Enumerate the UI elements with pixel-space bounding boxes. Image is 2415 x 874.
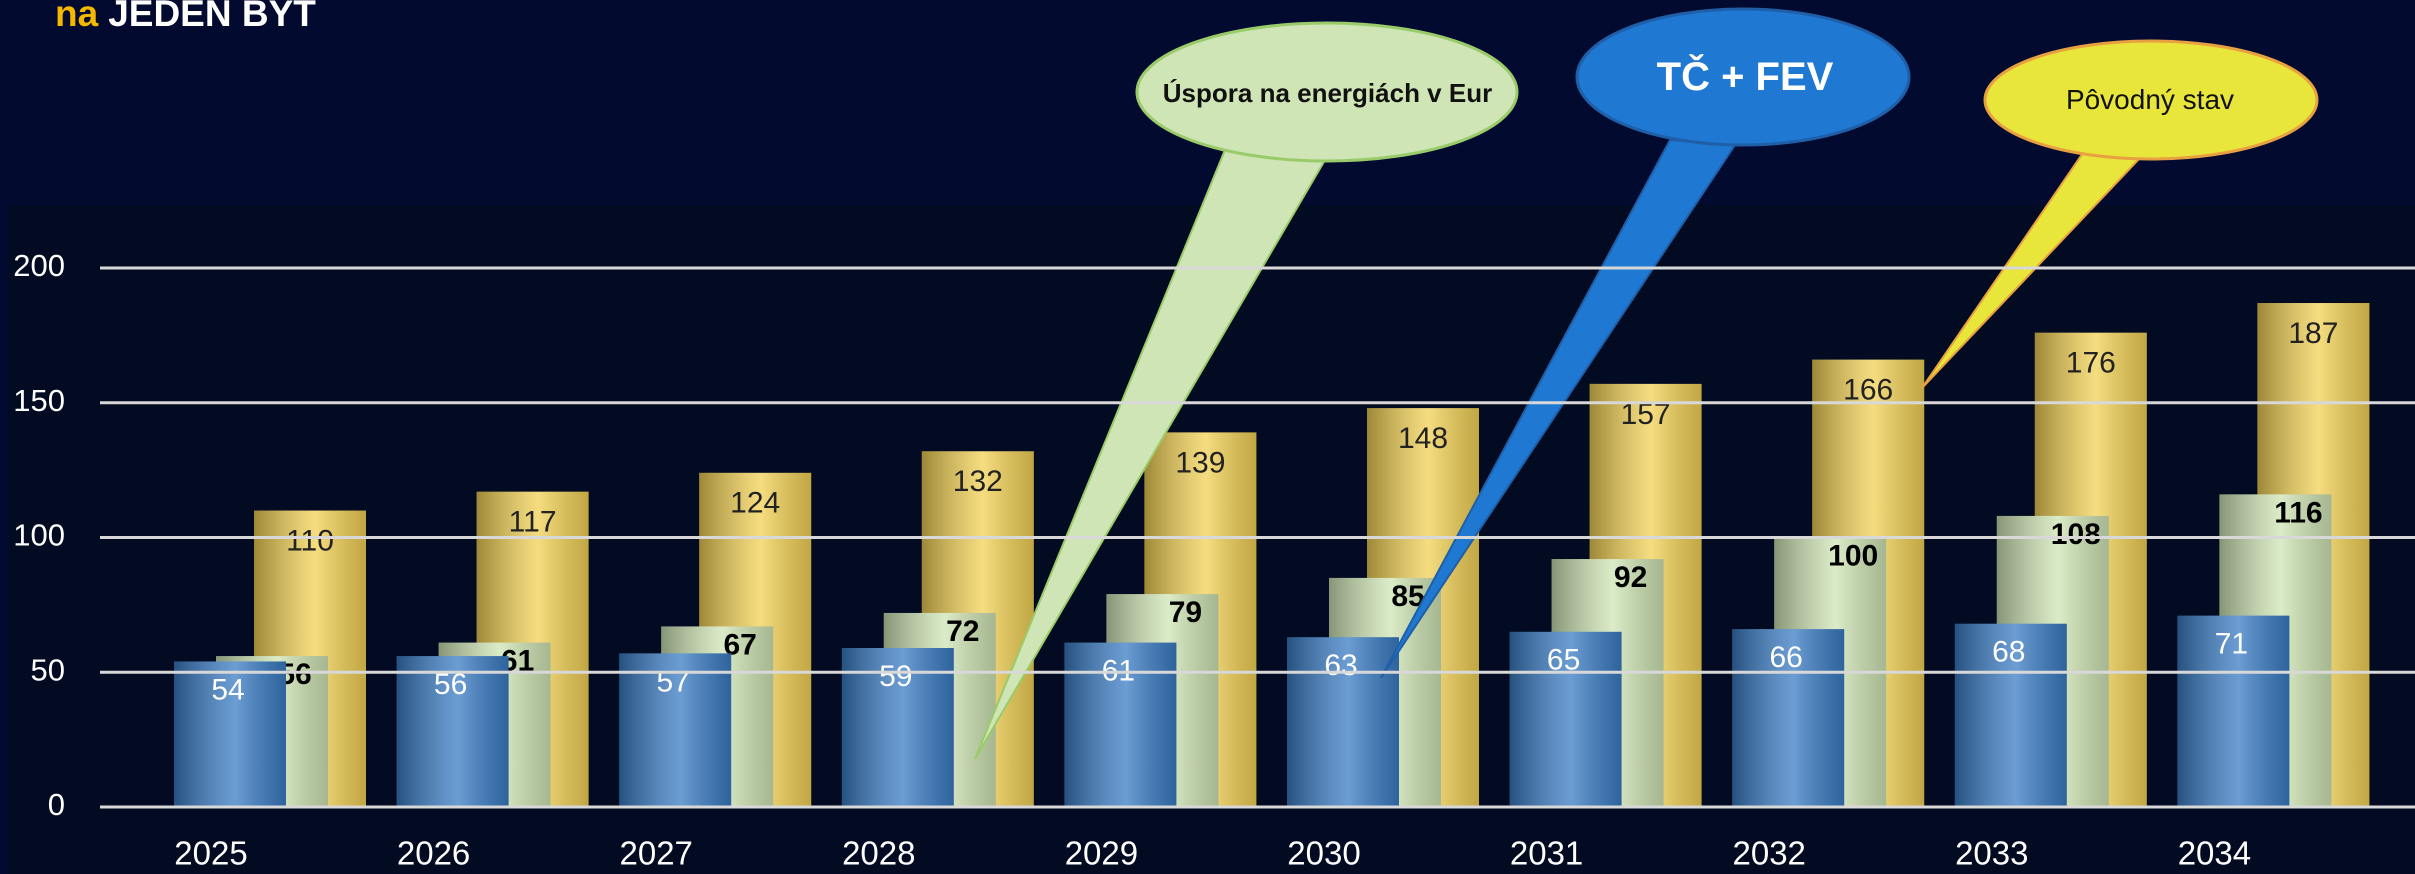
y-tick-label: 0 xyxy=(48,787,65,822)
x-tick-label: 2026 xyxy=(397,835,470,872)
bar-shade xyxy=(2177,615,2290,807)
callout-bubble xyxy=(1575,7,1911,147)
callouts xyxy=(974,7,2319,760)
x-tick-label: 2027 xyxy=(619,835,692,872)
x-tick-label: 2028 xyxy=(842,835,915,872)
value-label: 63 xyxy=(1324,649,1357,682)
callout-bubble xyxy=(1983,39,2319,161)
x-tick-label: 2030 xyxy=(1287,835,1360,872)
value-label: 117 xyxy=(509,506,557,539)
value-label: 132 xyxy=(953,465,1003,498)
x-tick-label: 2029 xyxy=(1065,835,1138,872)
y-tick-label: 100 xyxy=(13,518,65,553)
chart-title: na JEDEN BYT xyxy=(55,0,316,34)
value-label: 148 xyxy=(1398,422,1448,455)
title-prefix: na xyxy=(55,0,99,34)
bar-shade xyxy=(1954,623,2067,807)
value-label: 166 xyxy=(1843,374,1893,407)
value-label: 110 xyxy=(286,524,334,557)
y-tick-label: 150 xyxy=(13,383,65,418)
value-label: 54 xyxy=(211,673,244,706)
value-label: 92 xyxy=(1614,561,1647,594)
value-label: 176 xyxy=(2066,347,2116,380)
legend-entry: Úspora na energiách v Eur xyxy=(1162,77,1493,108)
value-label: 187 xyxy=(2288,317,2338,350)
x-tick-label: 2034 xyxy=(2178,835,2251,872)
value-label: 139 xyxy=(1175,446,1225,479)
bar-shade xyxy=(841,647,954,807)
bar-shade xyxy=(396,656,509,807)
value-label: 71 xyxy=(2215,628,2248,661)
value-label: 68 xyxy=(1992,636,2025,669)
title-main: JEDEN BYT xyxy=(108,0,316,34)
bar-shade xyxy=(1064,642,1177,807)
value-label: 79 xyxy=(1169,596,1202,629)
y-tick-label: 200 xyxy=(13,248,65,283)
value-label: 72 xyxy=(946,615,979,648)
bar-shade xyxy=(174,661,286,807)
value-label: 66 xyxy=(1770,641,1803,674)
x-tick-label: 2025 xyxy=(174,835,247,872)
bar-shade xyxy=(1509,631,1622,807)
value-label: 116 xyxy=(2274,496,2322,529)
bar-shade xyxy=(1287,637,1399,807)
y-tick-label: 50 xyxy=(31,652,65,687)
legend-entry: TČ + FEV xyxy=(1656,55,1834,99)
callout-bubble xyxy=(1135,21,1519,163)
value-label: 59 xyxy=(879,660,912,693)
bar-shade xyxy=(619,653,732,807)
value-label: 124 xyxy=(730,487,780,520)
value-label: 57 xyxy=(657,665,690,698)
value-label: 100 xyxy=(1828,539,1878,572)
x-tick-label: 2033 xyxy=(1955,835,2028,872)
legend-entry: Pôvodný stav xyxy=(2065,84,2235,115)
value-label: 108 xyxy=(2051,518,2101,551)
bar-shade xyxy=(1732,629,1845,807)
x-tick-label: 2032 xyxy=(1732,835,1805,872)
x-tick-label: 2031 xyxy=(1510,835,1583,872)
